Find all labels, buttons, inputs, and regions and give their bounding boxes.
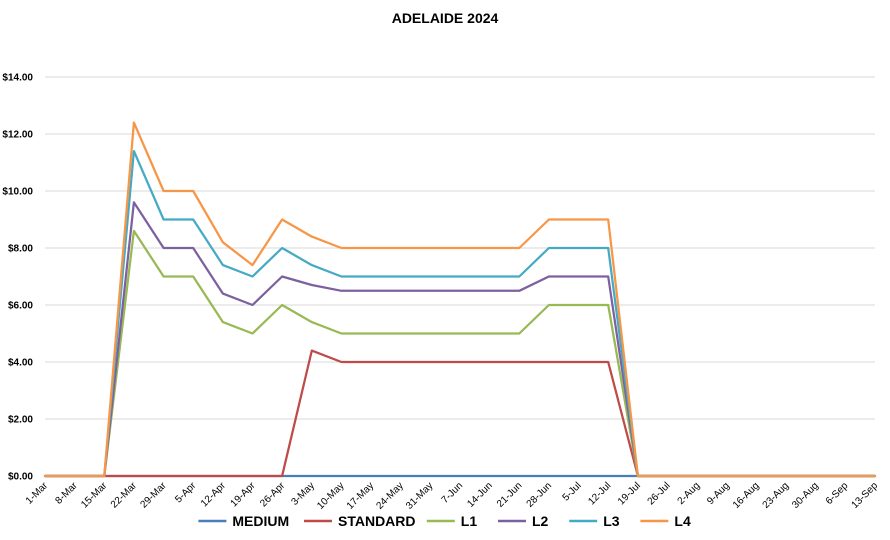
y-tick-label: $2.00 xyxy=(8,415,33,426)
x-tick-label: 19-Jul xyxy=(616,480,643,507)
x-tick-label: 14-Jun xyxy=(465,480,494,509)
y-tick-label: $6.00 xyxy=(8,301,33,312)
x-tick-label: 22-Mar xyxy=(109,480,140,511)
x-tick-label: 5-Jul xyxy=(561,480,584,503)
legend-label: L3 xyxy=(603,513,620,529)
x-tick-label: 8-Mar xyxy=(54,480,81,507)
x-tick-label: 24-May xyxy=(374,480,405,511)
series-lines xyxy=(43,121,877,478)
x-tick-label: 9-Aug xyxy=(705,480,732,507)
x-tick-label: 19-Apr xyxy=(229,480,258,509)
legend-label: L2 xyxy=(532,513,549,529)
x-tick-label: 13-Sep xyxy=(850,480,881,511)
y-tick-label: $0.00 xyxy=(8,472,33,483)
x-tick-label: 7-Jun xyxy=(440,480,465,505)
x-tick-label: 21-Jun xyxy=(495,480,524,509)
series-line-l3 xyxy=(43,149,877,478)
legend-label: MEDIUM xyxy=(232,513,289,529)
x-tick-label: 5-Apr xyxy=(173,480,199,506)
legend-label: L1 xyxy=(461,513,478,529)
x-tick-label: 12-Apr xyxy=(199,480,228,509)
y-tick-label: $14.00 xyxy=(2,73,33,84)
y-tick-label: $8.00 xyxy=(8,244,33,255)
legend-label: L4 xyxy=(674,513,691,529)
y-tick-label: $4.00 xyxy=(8,358,33,369)
x-tick-label: 30-Aug xyxy=(790,480,821,511)
x-tick-label: 2-Aug xyxy=(676,480,703,507)
series-line-l2 xyxy=(43,201,877,478)
x-tick-label: 26-Apr xyxy=(258,480,287,509)
x-tick-label: 3-May xyxy=(289,480,316,507)
legend: MEDIUM STANDARD L1 L2 L3 L4 xyxy=(198,513,691,529)
x-tick-label: 1-Mar xyxy=(24,480,51,507)
series-line-l4 xyxy=(43,121,877,478)
y-axis-ticks: $0.00 $2.00 $4.00 $6.00 $8.00 $10.00 $12.00 $14… xyxy=(2,73,33,483)
y-tick-label: $10.00 xyxy=(2,187,33,198)
x-tick-label: 6-Sep xyxy=(824,480,851,507)
x-tick-label: 12-Jul xyxy=(586,480,613,507)
x-tick-label: 28-Jun xyxy=(525,480,554,509)
x-tick-label: 16-Aug xyxy=(731,480,762,511)
chart-title: ADELAIDE 2024 xyxy=(392,10,499,26)
x-tick-label: 31-May xyxy=(404,480,435,511)
y-tick-label: $12.00 xyxy=(2,130,33,141)
x-tick-label: 29-Mar xyxy=(139,480,170,511)
legend-label: STANDARD xyxy=(338,513,416,529)
x-tick-label: 26-Jul xyxy=(646,480,673,507)
x-tick-label: 17-May xyxy=(345,480,376,511)
x-tick-label: 10-May xyxy=(315,480,346,511)
series-line-standard xyxy=(43,349,877,478)
x-tick-label: 15-Mar xyxy=(79,480,110,511)
x-tick-label: 23-Aug xyxy=(761,480,792,511)
x-axis-ticks: 1-Mar 8-Mar 15-Mar 22-Mar 29-Mar 5-Apr 12-Apr 1… xyxy=(24,480,881,512)
series-line-l1 xyxy=(43,229,877,478)
